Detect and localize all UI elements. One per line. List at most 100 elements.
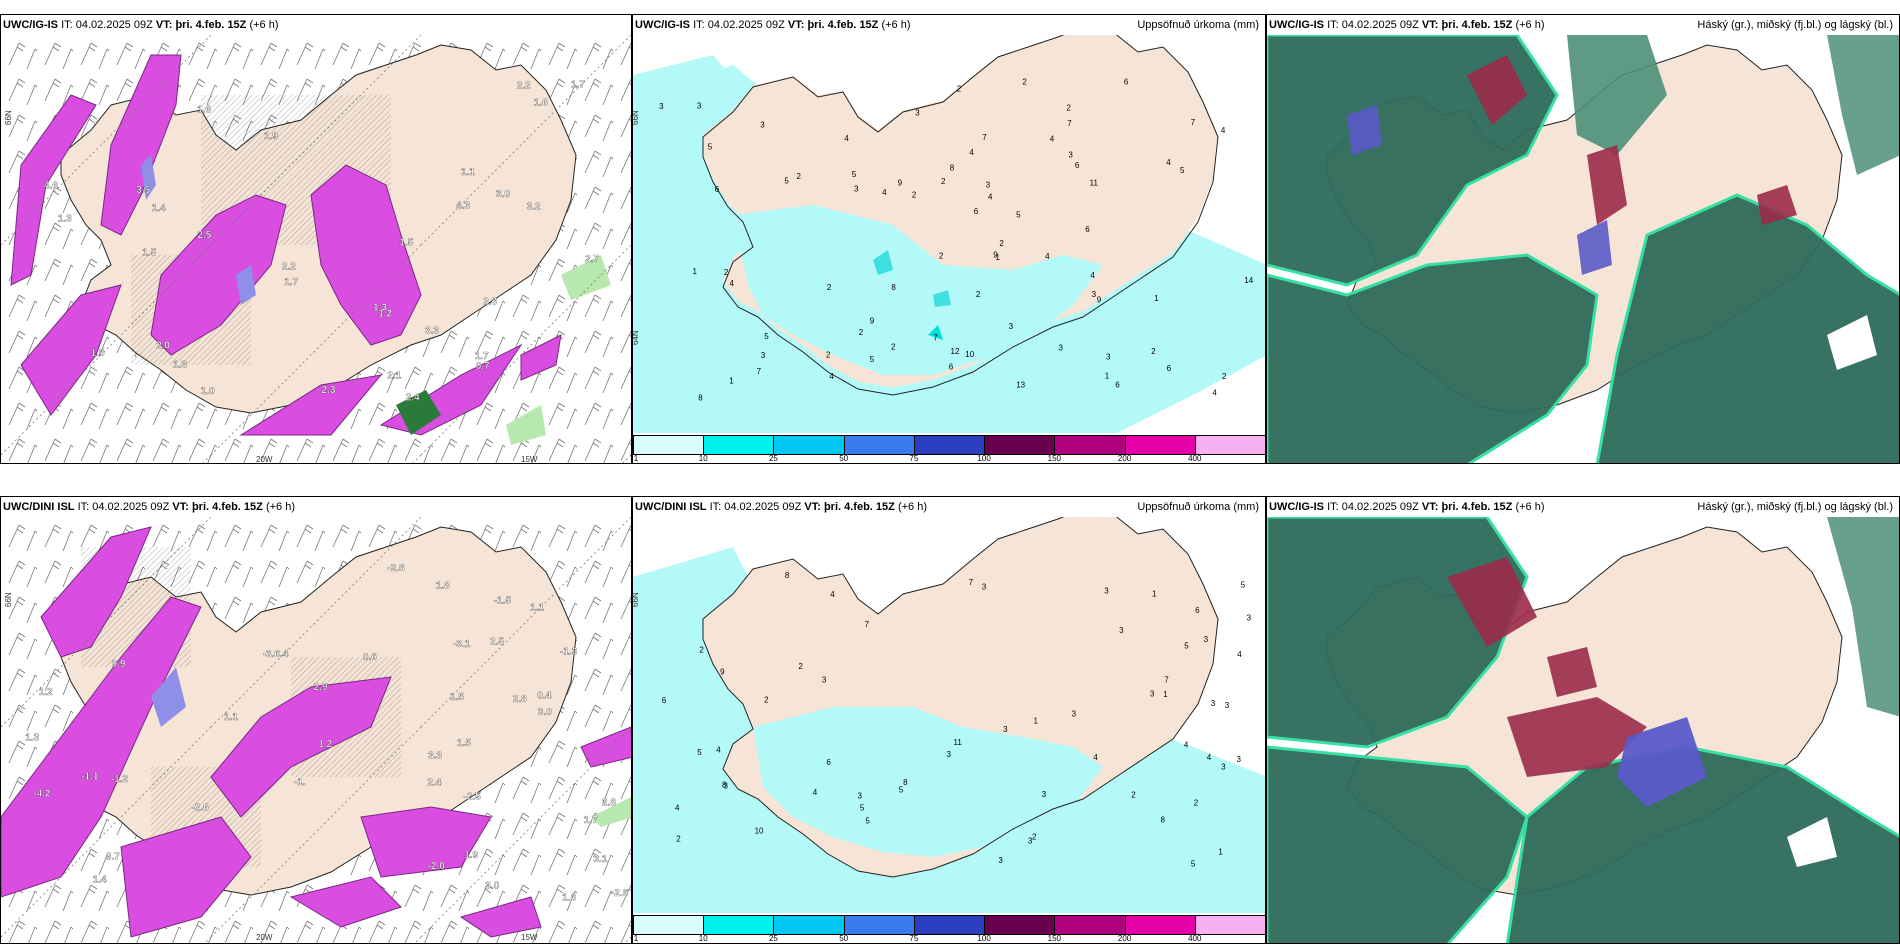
map-value-label: 1.2	[318, 739, 332, 750]
map-value-label: -1.5	[494, 596, 512, 607]
map-canvas[interactable]: 1 1 2 2 3 2 2 2 3 2 4 3 2 2 3 5 3 4 2 4 3 7 6 4 9 7 9 4 5 3 6 8 7 8 9 13 12 1…	[633, 35, 1265, 433]
map-value-label: 5	[1016, 210, 1021, 219]
map-panel-dini-precip: UWC/DINI ISL IT: 04.02.2025 09Z VT: þri.…	[632, 496, 1266, 944]
map-value-label: 1.7	[284, 277, 298, 288]
map-value-label: 2.3	[322, 385, 336, 396]
map-canvas[interactable]	[1267, 517, 1899, 943]
map-value-label: 10	[965, 350, 974, 359]
map-value-label: 3.0	[485, 880, 499, 891]
map-value-label: 1	[1034, 717, 1039, 726]
map-value-label: 7	[757, 367, 762, 376]
map-value-label: 2.8	[602, 798, 616, 809]
colorbar-legend: 1 10 25 50 75 100 150 200 400	[633, 913, 1265, 943]
colorbar-tick-label: 150	[1047, 454, 1062, 463]
map-value-label: 2	[826, 351, 831, 360]
map-value-label: 5	[784, 177, 789, 186]
map-value-label: 5	[860, 803, 865, 812]
map-value-label: 0.9	[112, 659, 126, 670]
map-value-label: 2.9	[314, 682, 328, 693]
map-value-label: 8	[950, 163, 955, 172]
map-value-label: 7	[982, 133, 987, 142]
map-value-label: 2	[1131, 791, 1136, 800]
lat-label: 66N	[4, 592, 13, 607]
map-value-label: 4	[1045, 252, 1050, 261]
map-value-label: 5	[870, 355, 875, 364]
map-value-label: 4	[882, 188, 887, 197]
map-value-label: 1	[1163, 690, 1168, 699]
map-value-label: 1.1	[530, 603, 544, 614]
map-value-label: 3	[1092, 290, 1097, 299]
map-value-label: 1.5	[457, 738, 471, 749]
map-value-label: 3	[1150, 690, 1155, 699]
map-value-label: 11	[954, 738, 963, 747]
map-value-label: 2.5	[490, 637, 504, 648]
colorbar-tick-label: 100	[977, 934, 991, 943]
map-value-label: -2.6	[192, 802, 210, 813]
colorbar-tick-label: 50	[839, 934, 849, 943]
map-canvas[interactable]: 2.4 1.6 2.0 3.5 3.0 2.1 2.7 2.5 1.7 1.3 1.5 4.6 2.2 1…	[1, 35, 631, 463]
map-value-label: 5	[865, 817, 870, 826]
map-value-label: 2	[1067, 104, 1072, 113]
colorbar-swatch	[633, 436, 704, 454]
lat-label: 66N	[4, 110, 13, 125]
lon-label-20w: 20W	[256, 455, 273, 464]
map-value-label: 10	[755, 827, 764, 836]
map-value-label: 7	[1067, 119, 1072, 128]
map-value-label: 5	[1184, 642, 1189, 651]
map-value-label: 3	[982, 583, 987, 592]
map-value-label: 3	[1028, 836, 1033, 845]
map-value-label: 1.3	[373, 303, 387, 314]
map-value-label: -1.3	[560, 647, 578, 658]
map-value-label: 1	[729, 377, 734, 386]
map-canvas[interactable]: 2 3 2 5 4 3 5 6 10 8 7 4 1 4 4 3 3 5 8 7 6 1 1 4 3 3 5 3 4 3 3 3 11 8 9 3 3 4…	[633, 517, 1265, 913]
map-value-label: 4	[1221, 126, 1226, 135]
colorbar-swatch	[1124, 436, 1195, 454]
colorbar-labels: 1 10 25 50 75 100 150 200 400	[633, 934, 1265, 943]
map-value-label: 9	[993, 251, 998, 260]
map-value-label: 3.0	[538, 707, 552, 718]
map-value-label: 2.8	[483, 296, 497, 307]
map-value-label: 4	[1237, 650, 1242, 659]
map-value-label: 1.6	[197, 105, 211, 116]
map-value-label: 5	[697, 748, 702, 757]
map-value-label: 3	[1042, 790, 1047, 799]
map-value-label: 3	[1072, 710, 1077, 719]
map-value-label: 2	[797, 172, 802, 181]
map-value-label: 1.5	[142, 248, 156, 259]
lat-label-2: 64N	[632, 330, 640, 345]
map-svg: 2.41.62.03.5 3.02.12.72.51.71.31.54.62.21…	[1, 35, 631, 463]
map-value-label: -4.2	[33, 789, 51, 800]
map-canvas[interactable]: 2.4 2.8 2.8 1.7 -2.0 2.5 0.4 2.9 3.1 3.0 1.5 3.3 -4.…	[1, 517, 631, 943]
map-value-label: 0.6	[363, 652, 377, 663]
map-value-label: 6	[1115, 381, 1120, 390]
panel-title: UWC/DINI ISL IT: 04.02.2025 09Z VT: þri.…	[3, 501, 295, 513]
map-value-label: 2.1	[387, 371, 401, 382]
map-value-label: 3	[1211, 699, 1216, 708]
map-value-label: 6	[1085, 225, 1090, 234]
map-value-label: 4	[675, 803, 680, 812]
map-value-label: 4	[988, 193, 993, 202]
panel-variable-title: Uppsöfnuð úrkoma (mm)	[1137, 19, 1259, 31]
map-value-label: 5	[1180, 166, 1185, 175]
map-value-label: 3	[947, 750, 952, 759]
map-value-label: 7	[933, 334, 938, 343]
map-value-label: 4	[813, 788, 818, 797]
map-value-label: 3	[854, 184, 859, 193]
colorbar-tick-label: 400	[1188, 454, 1202, 463]
map-value-label: 0.4	[537, 690, 551, 701]
map-value-label: 5	[899, 786, 904, 795]
map-value-label: 3	[1119, 626, 1124, 635]
colorbar-swatch	[913, 436, 985, 454]
map-value-label: 4	[1090, 271, 1095, 280]
map-value-label: 1.9	[264, 131, 278, 142]
map-canvas[interactable]	[1267, 35, 1899, 463]
map-value-label: 2	[798, 662, 803, 671]
lon-label-15w: 15W	[521, 455, 538, 464]
colorbar-tick-label: 25	[768, 934, 778, 943]
map-value-label: -2.6	[611, 888, 629, 899]
map-value-label: 3	[1068, 150, 1073, 159]
colorbar-tick-label: 1	[633, 934, 639, 943]
map-value-label: 0.7	[106, 851, 120, 862]
map-value-label: 9	[898, 179, 903, 188]
map-value-label: 1.3	[173, 360, 187, 371]
